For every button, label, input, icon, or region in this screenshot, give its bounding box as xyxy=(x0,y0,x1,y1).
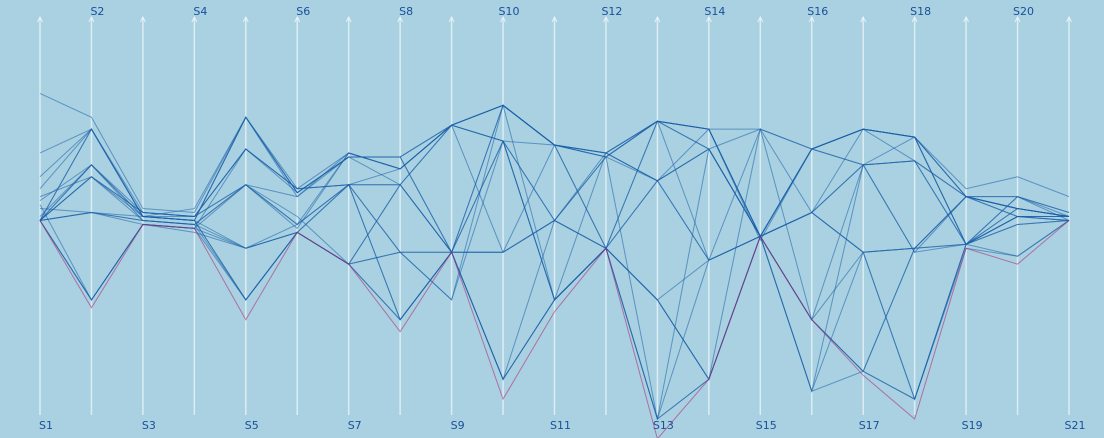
axis-arrow xyxy=(551,15,558,23)
axis-label: S2 xyxy=(90,5,104,18)
axis-arrow xyxy=(345,15,352,23)
axis-label: S4 xyxy=(193,5,207,18)
series-line xyxy=(39,120,1070,301)
axis-label: S19 xyxy=(962,419,983,432)
axis-label: S20 xyxy=(1013,5,1034,18)
axis-label: S17 xyxy=(859,419,880,432)
axis-arrow xyxy=(37,15,43,23)
axis-arrow xyxy=(88,15,95,23)
axis-label: S15 xyxy=(756,419,777,432)
axis-label: S11 xyxy=(550,419,571,432)
axis-arrow xyxy=(911,15,918,23)
axis-arrow xyxy=(294,15,301,23)
axis-label: S3 xyxy=(142,419,156,432)
axis-arrow xyxy=(963,15,970,23)
axis-arrow xyxy=(603,15,609,23)
axis-label: S9 xyxy=(451,419,465,432)
axis-arrow xyxy=(860,15,867,23)
axis-arrow xyxy=(757,15,764,23)
axis-arrow xyxy=(448,15,455,23)
labels: S1 S2 S3 S4 S5 S6 S7 S8 S9 S10 S11 S12 S13 S14 S15 S16 S… xyxy=(39,5,1085,432)
axis-label: S18 xyxy=(910,5,931,18)
axis-label: S1 xyxy=(39,419,53,432)
axis-label: S14 xyxy=(704,5,725,18)
axis-arrow xyxy=(654,15,661,23)
axis-arrow xyxy=(139,15,146,23)
axes xyxy=(37,15,1072,415)
axis-arrow xyxy=(500,15,506,23)
axis-arrow xyxy=(397,15,404,23)
series-line xyxy=(39,124,1070,421)
axis-label: S5 xyxy=(245,419,259,432)
axis-label: S12 xyxy=(601,5,622,18)
axis-arrow xyxy=(191,15,198,23)
axis-label: S6 xyxy=(296,5,310,18)
axis-label: S8 xyxy=(399,5,413,18)
axis-arrow xyxy=(705,15,712,23)
axis-label: S16 xyxy=(807,5,828,18)
axis-label: S21 xyxy=(1065,419,1086,432)
axis-arrow xyxy=(1066,15,1072,23)
axis-arrow xyxy=(1014,15,1021,23)
axis-label: S13 xyxy=(653,419,674,432)
axis-arrow xyxy=(808,15,815,23)
axis-label: S10 xyxy=(499,5,520,18)
axis-label: S7 xyxy=(348,419,362,432)
lines xyxy=(39,92,1070,438)
series-line xyxy=(39,104,1069,321)
axis-arrow xyxy=(242,15,249,23)
series-line xyxy=(39,220,1070,438)
